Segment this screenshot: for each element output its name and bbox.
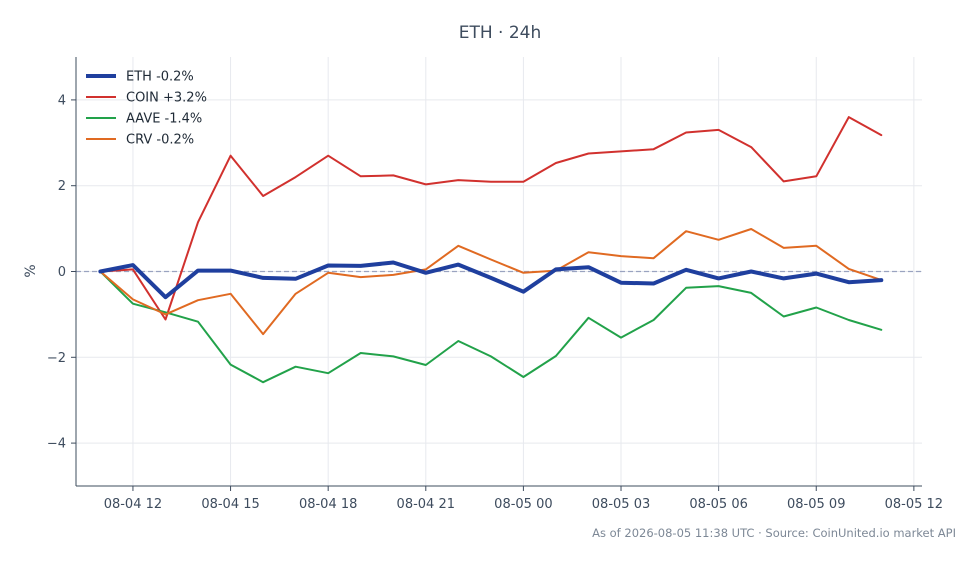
x-tick-label: 08-04 18 xyxy=(299,497,357,512)
series-line-coin xyxy=(99,116,883,321)
source-footer: As of 2026-08-05 11:38 UTC · Source: Coi… xyxy=(592,526,956,540)
series-line-aave xyxy=(99,270,883,384)
x-tick-label: 08-05 09 xyxy=(787,497,845,512)
chart-title: ETH · 24h xyxy=(459,23,542,43)
series-line-eth xyxy=(98,260,884,300)
x-tick-label: 08-05 12 xyxy=(885,497,943,512)
legend: ETH -0.2% COIN +3.2% AAVE -1.4% CRV -0.2% xyxy=(86,70,207,148)
x-tick-label: 08-04 15 xyxy=(201,497,259,512)
y-tick-label: −4 xyxy=(47,437,66,452)
y-tick-label: −2 xyxy=(47,351,66,366)
x-tick-label: 08-05 00 xyxy=(494,497,552,512)
y-tick-label: 4 xyxy=(58,93,66,108)
axes: −4 −2 0 2 4 08-04 12 08-04 15 08-04 18 08-04 21 0… xyxy=(47,57,943,512)
y-tick-label: 2 xyxy=(58,179,66,194)
series-line-crv xyxy=(99,228,883,336)
legend-label-aave: AAVE -1.4% xyxy=(126,112,202,127)
y-tick-label: 0 xyxy=(58,265,66,280)
x-tick-label: 08-05 03 xyxy=(592,497,650,512)
legend-label-coin: COIN +3.2% xyxy=(126,91,207,106)
y-axis-label: % xyxy=(23,264,39,277)
x-tick-label: 08-04 12 xyxy=(104,497,162,512)
series xyxy=(98,116,884,384)
legend-label-eth: ETH -0.2% xyxy=(126,70,194,85)
x-tick-label: 08-04 21 xyxy=(397,497,455,512)
legend-label-crv: CRV -0.2% xyxy=(126,133,194,148)
x-tick-label: 08-05 06 xyxy=(689,497,747,512)
